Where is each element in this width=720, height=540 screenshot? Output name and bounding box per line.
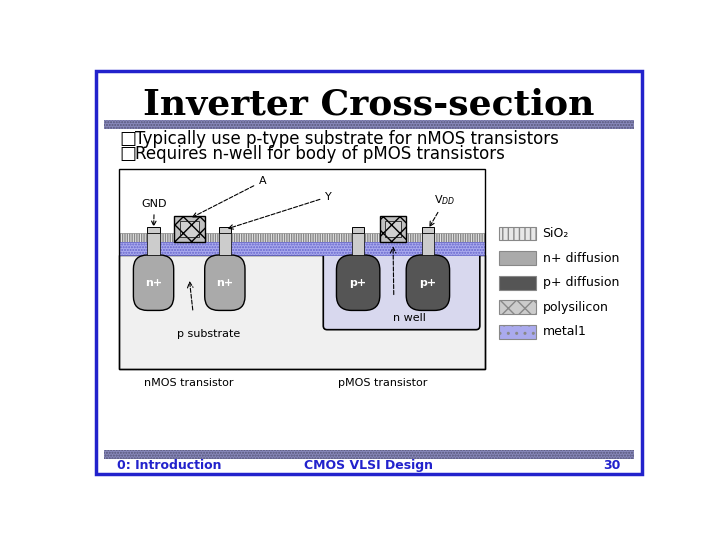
Text: V$_{DD}$: V$_{DD}$	[430, 193, 456, 226]
Bar	[120, 168, 485, 369]
Bar	[499, 276, 536, 289]
Bar	[219, 233, 231, 255]
Text: nMOS transistor: nMOS transistor	[145, 378, 234, 388]
FancyBboxPatch shape	[204, 255, 245, 310]
Text: p+: p+	[350, 278, 366, 288]
FancyBboxPatch shape	[406, 255, 449, 310]
Text: n+ diffusion: n+ diffusion	[543, 252, 619, 265]
Bar	[148, 233, 160, 255]
Text: p+ diffusion: p+ diffusion	[543, 276, 619, 289]
Text: CMOS VLSI Design: CMOS VLSI Design	[305, 458, 433, 472]
Text: Inverter Cross-section: Inverter Cross-section	[143, 88, 595, 122]
FancyBboxPatch shape	[133, 255, 174, 310]
Bar	[422, 233, 434, 255]
Text: p+: p+	[419, 278, 436, 288]
Bar	[422, 226, 434, 233]
Text: 30: 30	[603, 458, 621, 472]
Bar	[499, 300, 536, 314]
Text: GND: GND	[142, 199, 167, 226]
Bar	[352, 226, 364, 233]
Text: p substrate: p substrate	[177, 328, 240, 339]
Bar	[120, 255, 485, 369]
Bar	[174, 215, 204, 242]
Text: metal1: metal1	[543, 326, 587, 339]
Text: SiO₂: SiO₂	[543, 227, 569, 240]
Text: pMOS transistor: pMOS transistor	[338, 378, 428, 388]
Text: □: □	[120, 131, 137, 149]
FancyBboxPatch shape	[336, 255, 380, 310]
Text: n+: n+	[216, 278, 233, 288]
Bar	[385, 221, 401, 237]
Bar	[148, 226, 160, 233]
Bar	[352, 233, 364, 255]
Bar	[104, 120, 634, 130]
Text: 0: Introduction: 0: Introduction	[117, 458, 222, 472]
Text: Requires n-well for body of pMOS transistors: Requires n-well for body of pMOS transis…	[135, 145, 505, 163]
Text: A: A	[193, 176, 266, 217]
Bar	[499, 251, 536, 265]
Text: n well: n well	[393, 313, 426, 323]
Text: Typically use p-type substrate for nMOS transistors: Typically use p-type substrate for nMOS …	[135, 131, 559, 149]
Bar	[120, 233, 485, 242]
Bar	[499, 325, 536, 339]
Text: polysilicon: polysilicon	[543, 301, 608, 314]
Bar	[219, 226, 231, 233]
Text: Y: Y	[229, 192, 332, 229]
Bar	[120, 168, 485, 255]
Bar	[120, 242, 485, 255]
Bar	[104, 450, 634, 459]
Bar	[380, 215, 406, 242]
Bar	[499, 226, 536, 240]
Text: □: □	[120, 145, 137, 163]
Text: n+: n+	[145, 278, 162, 288]
Bar	[180, 221, 199, 237]
FancyBboxPatch shape	[323, 251, 480, 330]
